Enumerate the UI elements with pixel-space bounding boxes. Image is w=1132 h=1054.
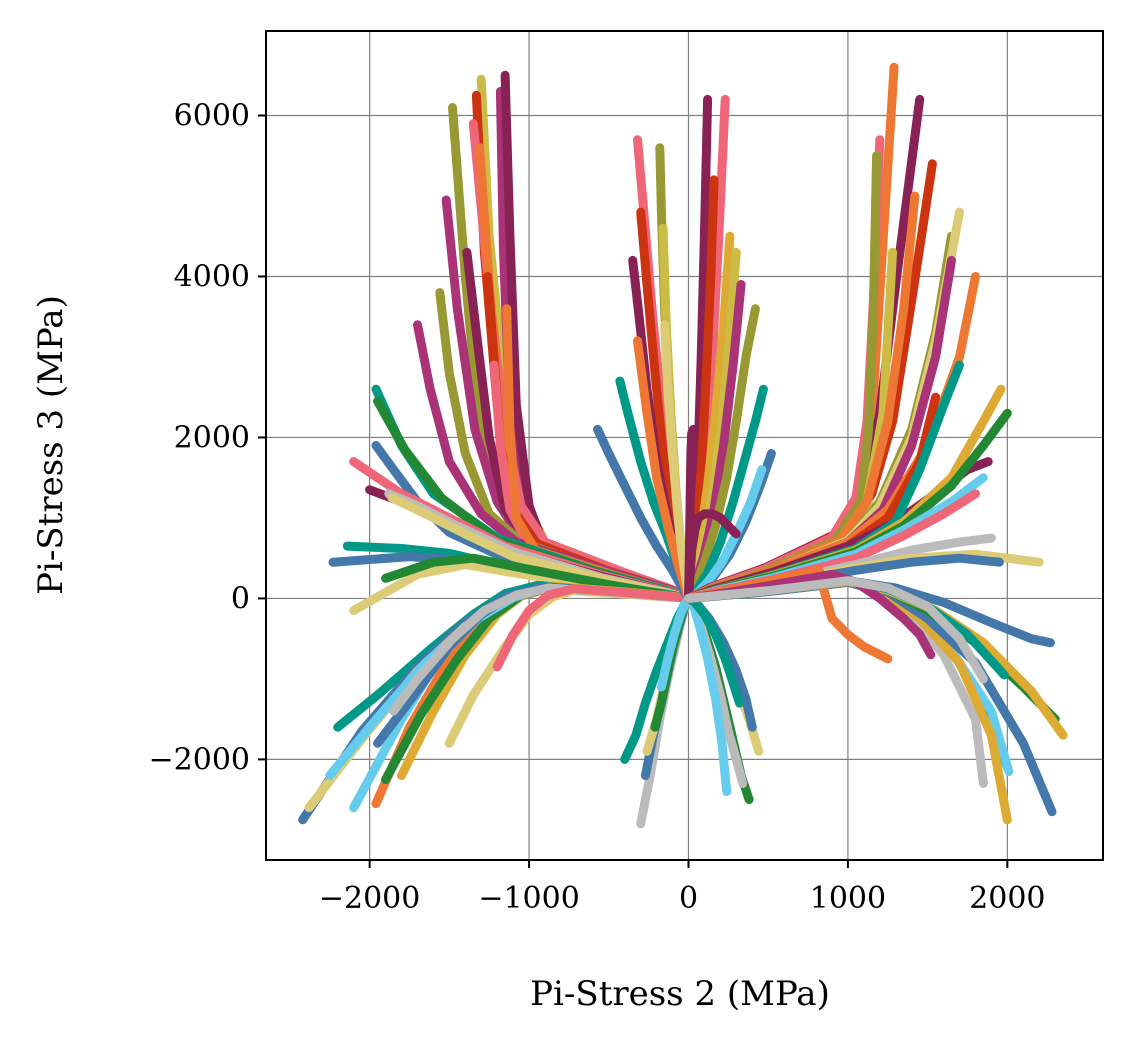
x-tick-label: −2000 <box>319 881 420 916</box>
series-line-36 <box>492 584 693 672</box>
y-tick-label: 6000 <box>174 99 250 134</box>
y-tick-label: 4000 <box>174 259 250 294</box>
plot-frame <box>265 30 1104 861</box>
x-tick-label: 2000 <box>969 881 1045 916</box>
x-tick-label: −1000 <box>478 881 579 916</box>
y-tick-label: 0 <box>231 581 250 616</box>
series-line-70 <box>684 424 698 603</box>
x-tick-label: 1000 <box>810 881 886 916</box>
axis-ticks: −2000 −1000 0 1000 2000 −2000 0 2000 4000 6000 <box>149 99 1046 916</box>
series-line-106 <box>684 576 988 684</box>
series-line-68 <box>684 593 744 708</box>
y-tick-label: −2000 <box>149 742 250 777</box>
x-axis-label: Pi-Stress 2 (MPa) <box>530 974 830 1014</box>
series-group <box>298 62 1068 829</box>
y-axis-label: Pi-Stress 3 (MPa) <box>31 295 71 595</box>
series-line-52 <box>656 593 693 692</box>
x-tick-label: 0 <box>679 881 698 916</box>
y-tick-label: 2000 <box>174 420 250 455</box>
